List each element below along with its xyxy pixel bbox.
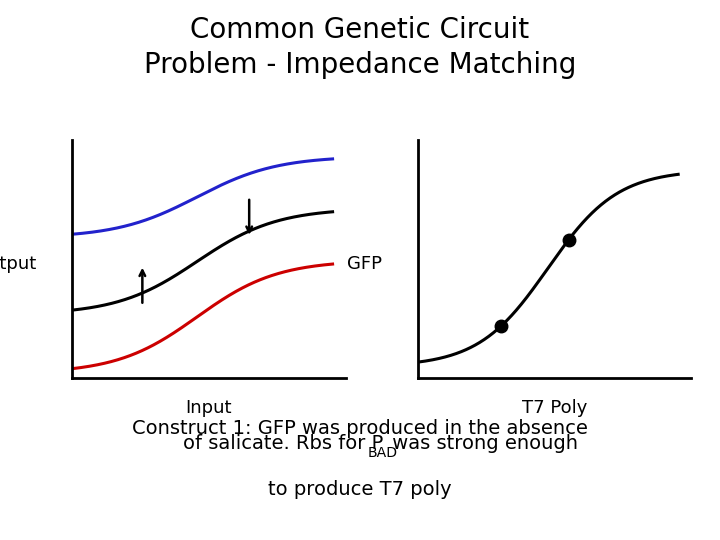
Text: output: output: [0, 255, 37, 273]
Text: Construct 1: GFP was produced in the absence: Construct 1: GFP was produced in the abs…: [132, 418, 588, 437]
Text: to produce T7 poly: to produce T7 poly: [268, 480, 452, 498]
Text: of salicate. Rbs for P: of salicate. Rbs for P: [183, 434, 383, 453]
Text: T7 Poly: T7 Poly: [522, 400, 587, 417]
Text: GFP: GFP: [347, 255, 382, 273]
Text: Input: Input: [186, 400, 232, 417]
Text: Common Genetic Circuit
Problem - Impedance Matching: Common Genetic Circuit Problem - Impedan…: [144, 16, 576, 79]
Text: BAD: BAD: [367, 447, 397, 461]
Text: was strong enough: was strong enough: [386, 434, 578, 453]
